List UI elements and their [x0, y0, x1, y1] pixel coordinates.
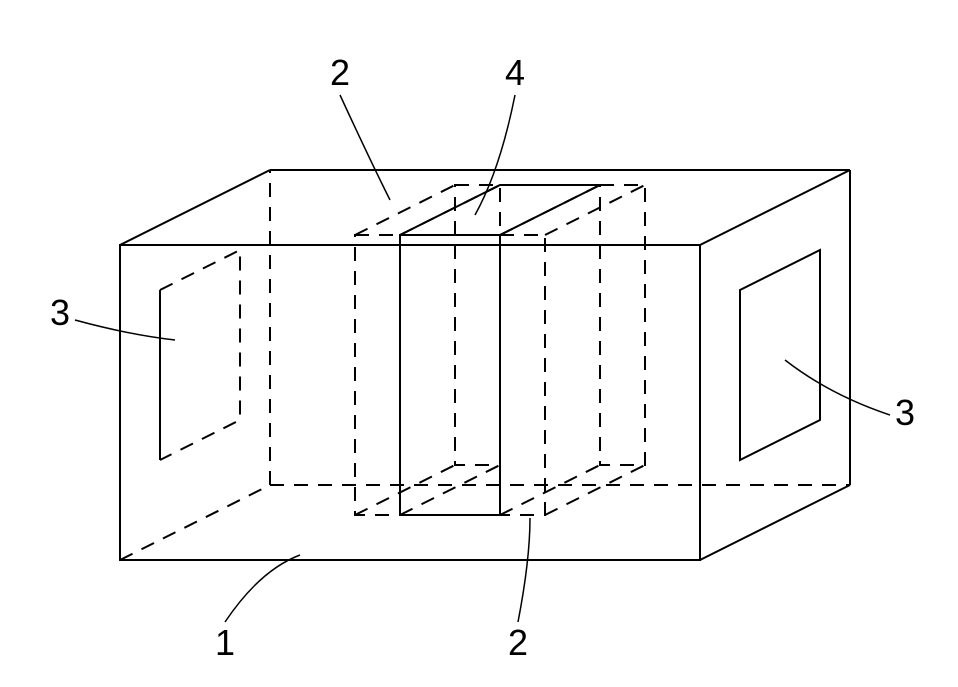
callout-label-1: 1 [215, 622, 235, 663]
drawing-layer: 1 4 2 2 3 3 [50, 52, 915, 663]
callout-label-2_top: 2 [330, 52, 350, 93]
callout-label-4: 4 [505, 52, 525, 93]
callout-label-2_bottom: 2 [508, 622, 528, 663]
technical-diagram: 1 4 2 2 3 3 [0, 0, 958, 687]
callout-label-3_left: 3 [50, 292, 70, 333]
callout-label-3_right: 3 [895, 392, 915, 433]
